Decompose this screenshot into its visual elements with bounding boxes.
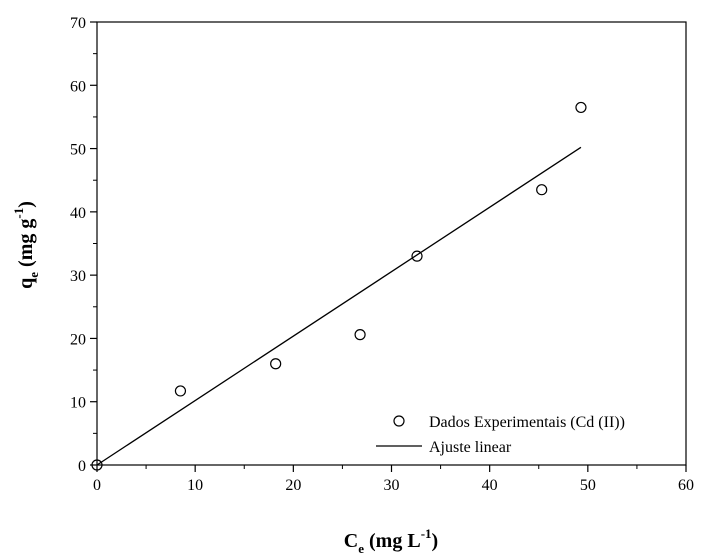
data-point [174,385,187,397]
y-tick-label: 20 [70,331,86,348]
y-axis-label-main: q [15,278,37,289]
x-axis-label-subscript: e [358,541,364,555]
y-axis-label-subscript: e [26,272,41,278]
data-point [270,358,282,370]
x-tick-label: 60 [678,477,694,494]
fit-line [96,146,582,466]
y-axis-label-superscript: -1 [11,208,26,219]
y-tick-label: 40 [70,205,86,222]
x-tick-label: 50 [580,477,596,494]
y-tick-label: 60 [70,78,86,95]
axis-ticks [90,21,687,472]
data-point [575,101,587,114]
y-tick-label: 0 [78,458,86,475]
y-axis-label: qe (mg g-1) [11,201,41,289]
experimental-points-series [91,101,587,471]
x-axis-label-end: ) [432,530,439,552]
x-tick-labels: 0 10 20 30 40 50 60 [93,477,694,494]
x-axis-label: Ce (mg L-1) [344,526,438,555]
x-tick-label: 30 [384,477,400,494]
legend: Dados Experimentais (Cd (II)) Ajuste lin… [376,414,625,456]
y-axis-label-end: ) [15,201,37,208]
y-tick-label: 70 [70,15,86,32]
plot-frame [96,21,687,466]
data-point [354,329,366,341]
legend-marker-circle [393,415,405,427]
data-point [411,250,423,262]
x-tick-label: 10 [187,477,203,494]
y-axis-label-units: (mg g [15,219,37,272]
x-axis-label-superscript: -1 [421,526,432,541]
legend-label-experimental: Dados Experimentais (Cd (II)) [429,414,625,431]
data-point [536,184,548,196]
y-tick-label: 30 [70,268,86,285]
data-point [91,459,103,471]
x-axis-label-units: (mg L [364,530,421,552]
x-tick-label: 0 [93,477,101,494]
y-tick-label: 50 [70,142,86,159]
x-tick-label: 20 [285,477,301,494]
x-tick-label: 40 [482,477,498,494]
fit-line-series [96,146,582,466]
y-tick-label: 10 [70,395,86,412]
x-axis-label-main: C [344,530,358,552]
legend-label-fit: Ajuste linear [429,439,512,456]
y-tick-labels: 0 10 20 30 40 50 60 70 [70,15,86,475]
